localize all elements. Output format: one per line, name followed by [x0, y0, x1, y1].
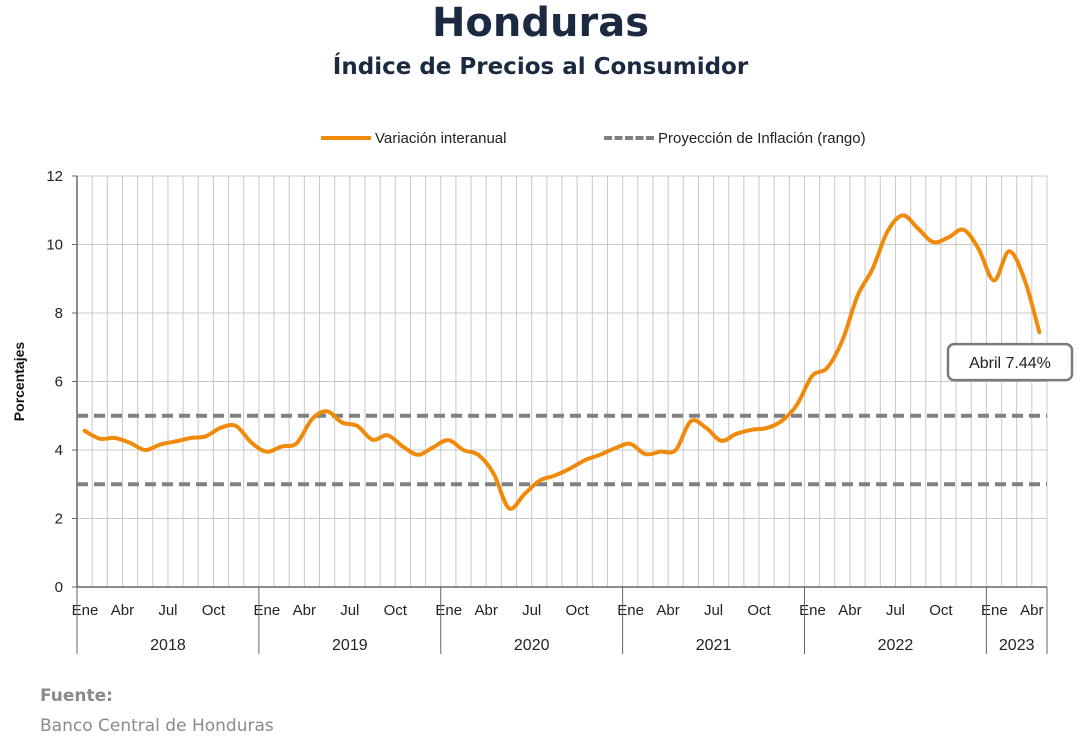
legend-item-variacion: Variación interanual: [321, 128, 506, 148]
x-tick-label: Abr: [1020, 602, 1043, 619]
y-tick-label: 8: [55, 305, 63, 322]
legend-swatch-dashed: [604, 136, 654, 140]
chart-subtitle: Índice de Precios al Consumidor: [332, 54, 749, 80]
series-line-variacion: [82, 213, 1042, 511]
legend-label-variacion: Variación interanual: [375, 129, 507, 147]
x-tick-label: Jul: [522, 602, 541, 619]
x-tick-label: Ene: [435, 602, 462, 619]
y-tick-label: 10: [46, 237, 63, 254]
y-tick-label: 6: [55, 374, 63, 391]
legend: Variación interanual Proyección de Infla…: [0, 128, 1081, 148]
x-tick-label: Abr: [838, 602, 861, 619]
x-tick-label: Oct: [929, 602, 953, 619]
annotation-label: Abril 7.44%: [969, 355, 1051, 372]
year-label: 2021: [696, 637, 732, 654]
x-tick-label: Jul: [158, 602, 177, 619]
x-tick-label: Oct: [384, 602, 408, 619]
year-label: 2019: [332, 637, 368, 654]
line-chart: 0 2 4 6 8 10 12 Porcentajes Ene Abr Jul Oct 2018 Ene A…: [11, 168, 1074, 654]
x-tick-label: Jul: [704, 602, 723, 619]
year-label: 2022: [878, 637, 914, 654]
year-label: 2018: [150, 637, 186, 654]
x-tick-label: Oct: [565, 602, 589, 619]
y-tick-label: 0: [55, 579, 63, 596]
source-text: Banco Central de Honduras: [40, 716, 274, 736]
chart-title: Honduras: [431, 0, 650, 46]
x-tick-label: Jul: [340, 602, 359, 619]
year-label: 2023: [999, 637, 1035, 654]
year-label: 2020: [514, 637, 550, 654]
x-tick-label: Ene: [981, 602, 1008, 619]
x-tick-label: Jul: [886, 602, 905, 619]
x-tick-label: Ene: [799, 602, 826, 619]
x-tick-label: Ene: [72, 602, 99, 619]
x-tick-label: Ene: [254, 602, 281, 619]
x-tick-label: Abr: [475, 602, 498, 619]
x-tick-label: Oct: [747, 602, 771, 619]
legend-label-proyeccion: Proyección de Inflación (rango): [658, 129, 866, 147]
y-tick-label: 4: [55, 442, 63, 459]
x-tick-label: Abr: [656, 602, 679, 619]
source-heading: Fuente:: [40, 686, 113, 706]
x-tick-label: Abr: [293, 602, 316, 619]
legend-swatch-solid: [321, 136, 371, 140]
x-tick-label: Ene: [617, 602, 644, 619]
x-tick-label: Abr: [111, 602, 134, 619]
y-tick-label: 2: [55, 511, 63, 528]
x-tick-label: Oct: [202, 602, 226, 619]
annotation-box: [946, 342, 1074, 382]
y-tick-label: 12: [46, 168, 63, 185]
y-axis-title: Porcentajes: [11, 342, 27, 422]
legend-item-proyeccion: Proyección de Inflación (rango): [604, 128, 866, 148]
